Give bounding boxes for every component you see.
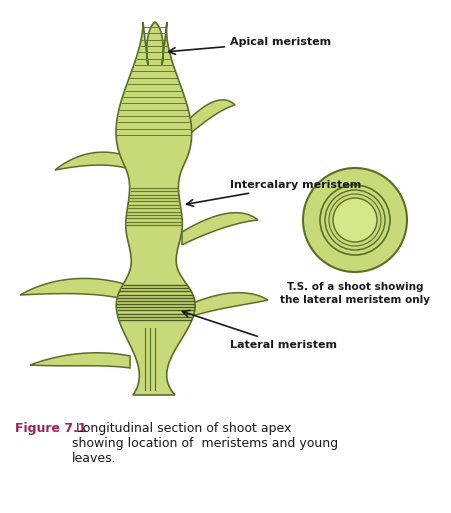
Polygon shape: [182, 213, 258, 245]
Text: the lateral meristem only: the lateral meristem only: [280, 295, 430, 305]
Polygon shape: [116, 22, 195, 395]
Circle shape: [303, 168, 407, 272]
Text: Longitudinal section of shoot apex
showing location of  meristems and young
leav: Longitudinal section of shoot apex showi…: [72, 422, 338, 465]
Polygon shape: [193, 293, 268, 316]
Text: Intercalary meristem: Intercalary meristem: [187, 180, 361, 206]
Polygon shape: [30, 353, 130, 368]
Text: Lateral meristem: Lateral meristem: [182, 310, 337, 350]
Text: Figure 7.1: Figure 7.1: [15, 422, 87, 435]
Polygon shape: [175, 100, 235, 148]
Text: T.S. of a shoot showing: T.S. of a shoot showing: [287, 282, 423, 292]
Polygon shape: [55, 152, 132, 170]
Polygon shape: [20, 279, 128, 300]
Circle shape: [333, 198, 377, 242]
Text: Apical meristem: Apical meristem: [169, 37, 331, 54]
